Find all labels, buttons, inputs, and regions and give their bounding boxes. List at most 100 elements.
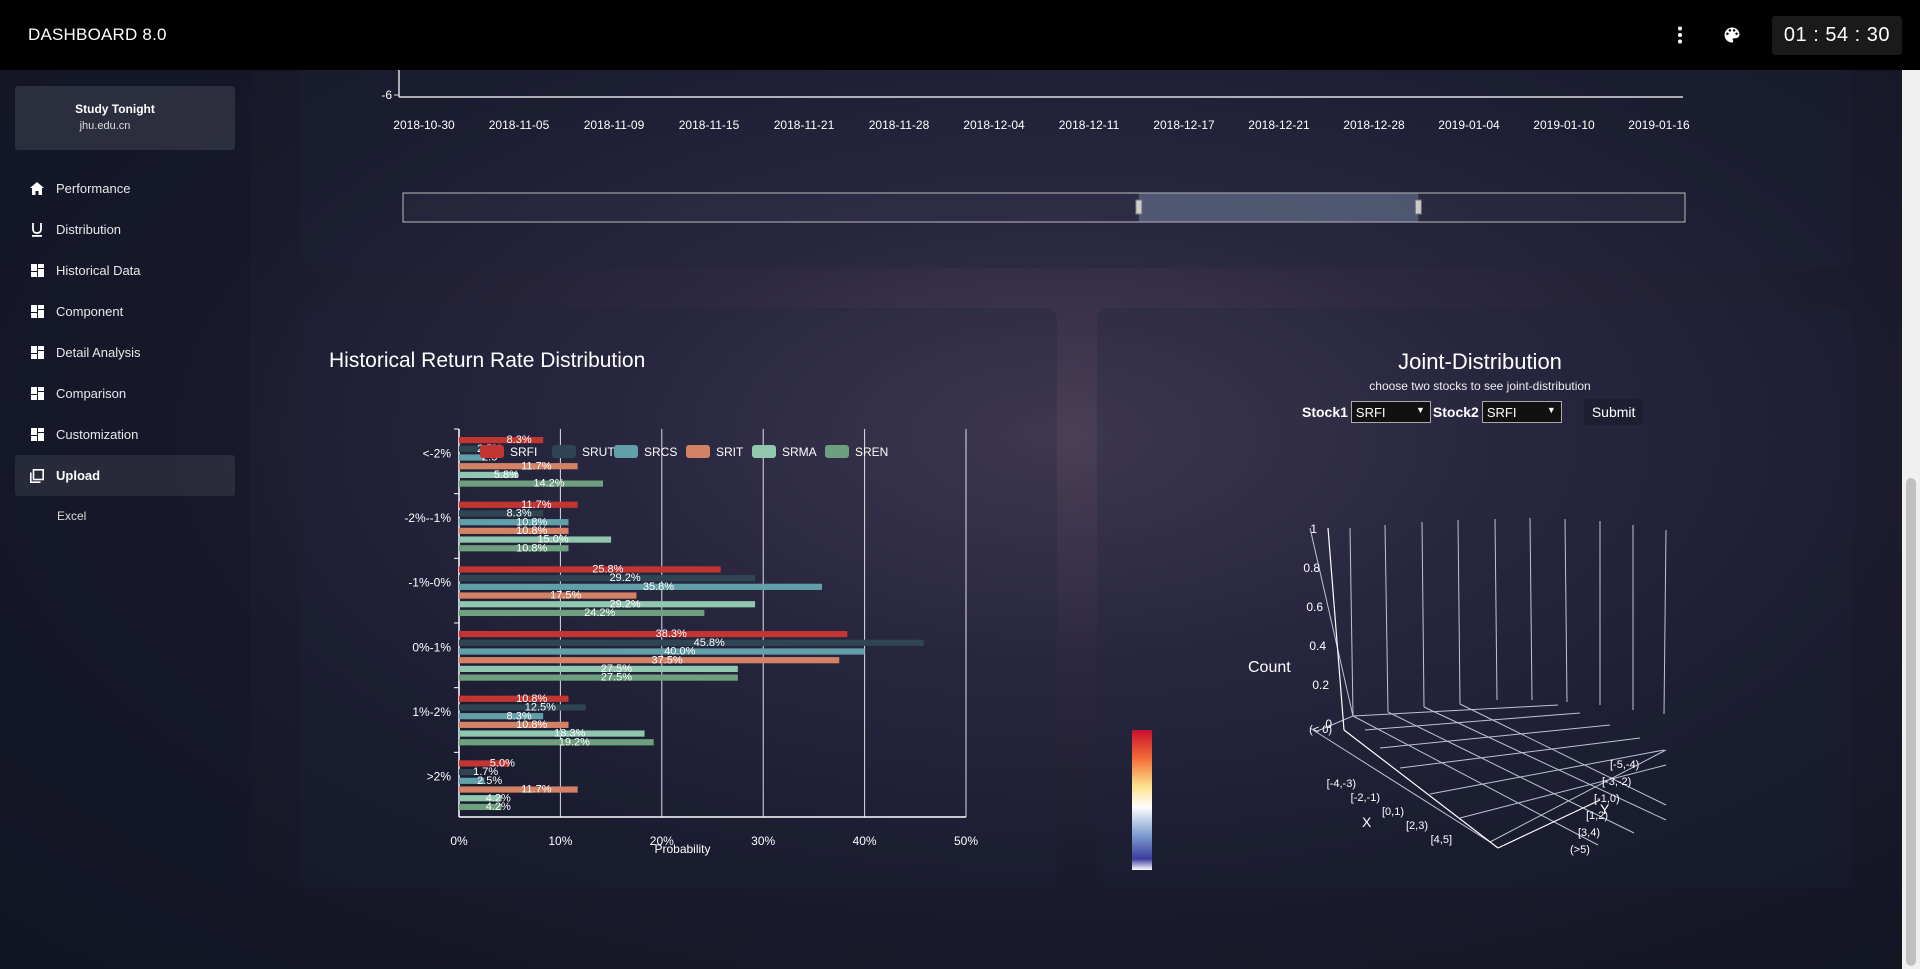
more-vert-icon[interactable]	[1668, 23, 1692, 47]
legend-label[interactable]: SREN	[855, 445, 888, 459]
legend-swatch[interactable]	[614, 445, 638, 458]
sidebar-item-label: Detail Analysis	[56, 345, 141, 360]
submit-button[interactable]: Submit	[1583, 399, 1644, 425]
x-tick-label: 2018-12-11	[1059, 118, 1120, 132]
sidebar-item-component[interactable]: Component	[0, 291, 250, 332]
bar[interactable]	[459, 454, 485, 461]
sidebar-item-performance[interactable]: Performance	[0, 168, 250, 209]
return-rate-bar-chart: 0% 10% 20% 30% 40% 50% Probability <-2% 8.3% 2.5%…	[404, 428, 978, 856]
bar[interactable]	[459, 519, 569, 526]
bar[interactable]	[459, 777, 485, 784]
joint-3d-plot: 00.20.40.60.81 (< 0)[-4,-3)[-2,-1)[0,1)[…	[1132, 517, 1667, 870]
sidebar-item-upload[interactable]: Upload	[15, 455, 235, 496]
library-icon	[30, 468, 44, 483]
legend-swatch[interactable]	[752, 445, 776, 458]
bar[interactable]	[459, 501, 578, 508]
sidebar-item-label: Component	[56, 304, 124, 319]
profile-email: jhu.edu.cn	[79, 120, 131, 132]
z-tick-label: 0.6	[1306, 600, 1323, 614]
dashboard-icon	[30, 387, 44, 401]
bar-value-label: 5.8%	[494, 469, 519, 481]
stock1-select[interactable]: SRFI	[1350, 401, 1431, 423]
bar[interactable]	[459, 631, 848, 638]
z-axis-label: Count	[1248, 659, 1291, 676]
sidebar-item-historical-data[interactable]: Historical Data	[0, 250, 250, 291]
bar[interactable]	[459, 609, 705, 617]
legend-swatch[interactable]	[686, 445, 710, 458]
bar-value-label: 37.5%	[652, 654, 683, 666]
bar[interactable]	[459, 601, 756, 608]
bar[interactable]	[459, 592, 637, 599]
page-scrollbar[interactable]	[1902, 0, 1920, 969]
joint-distribution-panel	[1097, 308, 1852, 888]
bar[interactable]	[459, 471, 518, 478]
x-tick-label: 2018-12-28	[1343, 118, 1405, 132]
scrollbar-thumb[interactable]	[1906, 478, 1916, 966]
zoom-handle-left[interactable]	[1135, 199, 1143, 215]
legend-label[interactable]: SRUT	[582, 445, 615, 459]
bar[interactable]	[459, 583, 823, 590]
bar[interactable]	[459, 566, 721, 573]
bar-value-label: 17.5%	[550, 590, 581, 602]
sidebar-item-distribution[interactable]: Distribution	[0, 209, 250, 250]
stock2-select[interactable]: SRFI	[1481, 401, 1562, 423]
sidebar-item-customization[interactable]: Customization	[0, 414, 250, 455]
x-tick-label: 2018-11-21	[774, 118, 835, 132]
bar[interactable]	[459, 648, 865, 655]
bar[interactable]	[459, 730, 645, 737]
bar[interactable]	[459, 639, 924, 646]
bar[interactable]	[459, 760, 510, 767]
legend-label[interactable]: SRCS	[644, 445, 677, 459]
bar[interactable]	[459, 803, 502, 811]
bar[interactable]	[459, 445, 485, 452]
legend-swatch[interactable]	[825, 445, 849, 458]
legend-label[interactable]: SRFI	[510, 445, 537, 459]
legend-swatch[interactable]	[552, 445, 576, 458]
sidebar-item-detail-analysis[interactable]: Detail Analysis	[0, 332, 250, 373]
bar[interactable]	[459, 575, 756, 582]
zoom-slider[interactable]	[402, 192, 1686, 223]
bar[interactable]	[459, 437, 544, 444]
x-tick-label: 10%	[548, 834, 572, 848]
zoom-track[interactable]	[402, 192, 1686, 223]
user-profile[interactable]: Study Tonight jhu.edu.cn	[15, 86, 235, 150]
bar[interactable]	[459, 695, 569, 702]
bar-value-label: 10.8%	[516, 719, 547, 731]
bar[interactable]	[459, 704, 586, 711]
bar-value-label: 10.8%	[516, 516, 547, 528]
bar[interactable]	[459, 545, 569, 552]
bar[interactable]	[459, 536, 612, 543]
legend-label[interactable]: SRIT	[716, 445, 744, 459]
zoom-window[interactable]	[1138, 193, 1419, 222]
bar[interactable]	[459, 510, 544, 517]
bar[interactable]	[459, 769, 477, 776]
bar[interactable]	[459, 795, 502, 802]
bar[interactable]	[459, 657, 840, 664]
legend-label[interactable]: SRMA	[782, 445, 817, 459]
bar[interactable]	[459, 721, 569, 728]
legend-swatch[interactable]	[480, 445, 504, 458]
bar[interactable]	[459, 786, 578, 793]
x-tick-label: 2018-11-15	[679, 118, 740, 132]
bar-value-label: 12.5%	[525, 702, 556, 714]
stock-selector-row: Stock1 SRFI ▼ Stock2 SRFI ▼ Submit	[1302, 399, 1644, 425]
sidebar-item-label: Performance	[56, 181, 131, 196]
x-tick-label: 2018-12-04	[963, 118, 1025, 132]
bar[interactable]	[459, 527, 569, 534]
sidebar-item-label: Customization	[56, 427, 139, 442]
bar[interactable]	[459, 739, 654, 746]
bar[interactable]	[459, 463, 578, 470]
x-tick-label: [2,3)	[1406, 820, 1428, 832]
bar[interactable]	[459, 713, 544, 720]
bar[interactable]	[459, 674, 738, 681]
y-axis-label: Y	[1600, 801, 1610, 817]
bar[interactable]	[459, 665, 738, 672]
x-tick-label: 20%	[650, 834, 674, 848]
zoom-handle-right[interactable]	[1414, 199, 1422, 215]
palette-icon[interactable]	[1720, 23, 1744, 47]
sidebar-item-comparison[interactable]: Comparison	[0, 373, 250, 414]
bar[interactable]	[459, 480, 603, 487]
sidebar-subitem-excel[interactable]: Excel	[57, 509, 87, 523]
z-tick-label: 0.4	[1309, 639, 1326, 653]
y-tick-label: (>5)	[1570, 844, 1590, 856]
